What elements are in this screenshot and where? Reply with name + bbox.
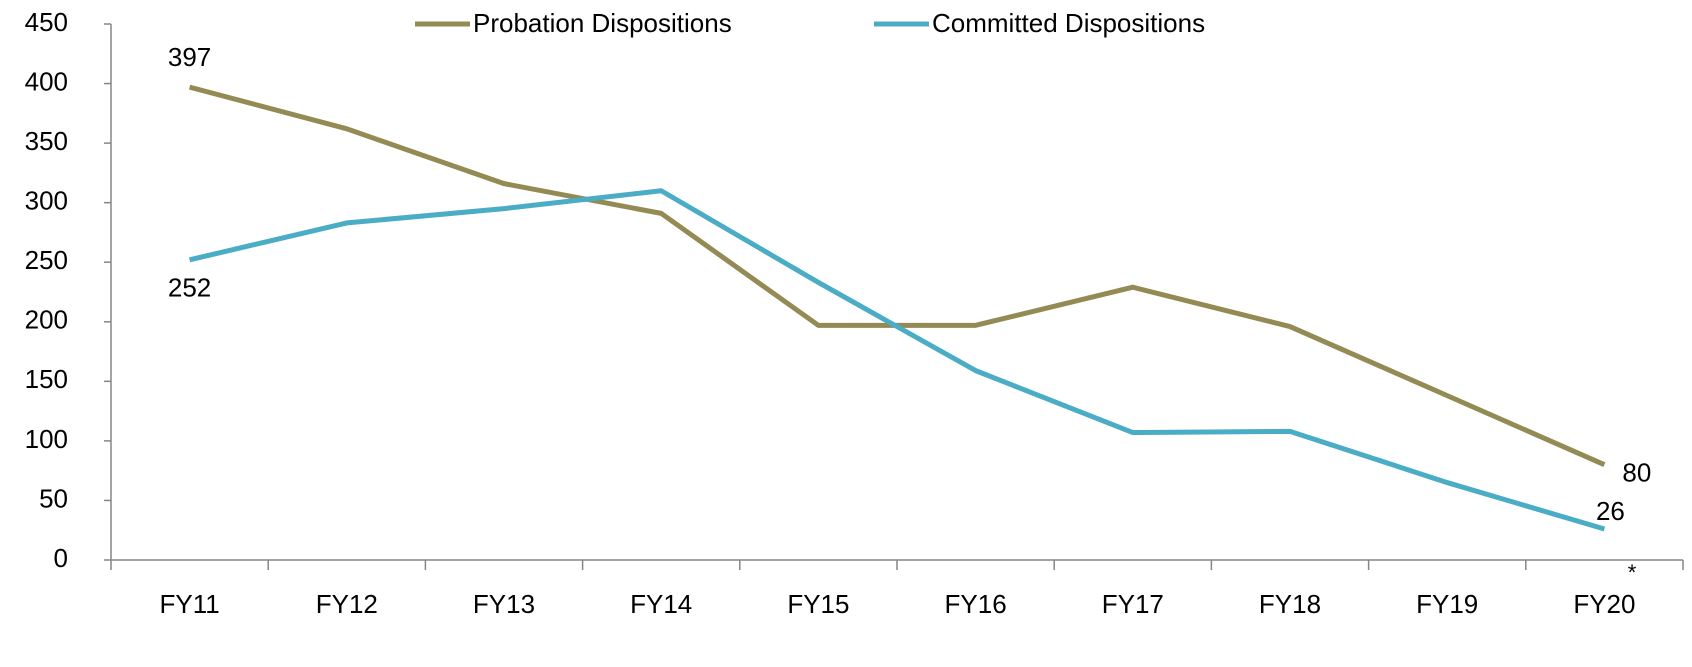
y-tick-label: 50 — [39, 483, 68, 513]
y-tick-label: 350 — [25, 126, 68, 156]
x-tick-label: FY14 — [630, 589, 692, 619]
x-tick-label: FY20 — [1573, 589, 1635, 619]
x-tick-label: FY13 — [473, 589, 535, 619]
series-line — [189, 188, 1606, 532]
y-tick-label: 250 — [25, 245, 68, 275]
y-tick-label: 400 — [25, 66, 68, 96]
y-tick-label: 450 — [25, 7, 68, 37]
data-label: 26 — [1596, 496, 1625, 526]
data-label: 252 — [168, 273, 211, 303]
x-tick-label: FY17 — [1102, 589, 1164, 619]
x-tick-label: FY18 — [1259, 589, 1321, 619]
legend-label: Probation Dispositions — [473, 8, 732, 38]
x-tick-label: FY19 — [1416, 589, 1478, 619]
y-tick-label: 300 — [25, 186, 68, 216]
annotation: * — [1628, 560, 1637, 585]
y-tick-label: 150 — [25, 364, 68, 394]
legend-label: Committed Dispositions — [932, 8, 1205, 38]
x-tick-label: FY16 — [945, 589, 1007, 619]
data-label: 80 — [1622, 458, 1651, 488]
x-tick-label: FY11 — [159, 589, 219, 619]
x-tick-label: FY12 — [316, 589, 378, 619]
y-tick-label: 0 — [54, 543, 68, 573]
y-tick-label: 100 — [25, 424, 68, 454]
data-label: 397 — [168, 42, 211, 72]
x-tick-label: FY15 — [787, 589, 849, 619]
y-tick-label: 200 — [25, 305, 68, 335]
series-line — [188, 84, 1606, 467]
